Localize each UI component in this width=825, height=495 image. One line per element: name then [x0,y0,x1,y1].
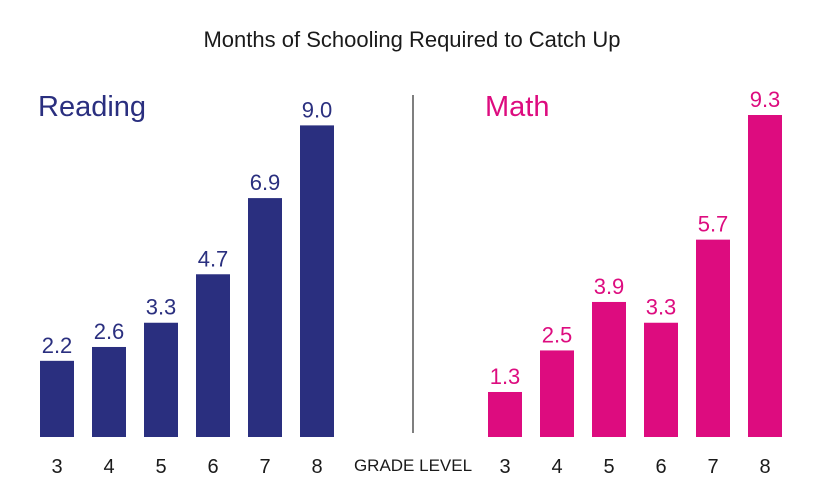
reading-bar-grade-3 [40,360,74,437]
reading-bar-grade-6 [196,274,230,437]
math-value-label-grade-5: 3.9 [594,274,625,299]
reading-value-label-grade-8: 9.0 [302,97,333,122]
reading-value-label-grade-3: 2.2 [42,333,73,358]
math-value-label-grade-4: 2.5 [542,322,573,347]
math-value-label-grade-7: 5.7 [698,212,729,237]
math-tick-label-grade-3: 3 [499,456,510,478]
reading-bar-grade-7 [248,198,282,437]
reading-value-label-grade-7: 6.9 [250,170,281,195]
math-tick-label-grade-5: 5 [603,456,614,478]
reading-bar-grade-4 [92,346,126,437]
reading-bar-grade-5 [144,322,178,437]
math-series-label: Math [485,91,549,123]
math-value-label-grade-6: 3.3 [646,295,677,320]
reading-tick-label-grade-8: 8 [311,456,322,478]
math-bar-grade-3 [488,391,522,437]
reading-bar-grade-8 [300,125,334,438]
reading-tick-labels-group: 3 4 5 6 7 8 [51,456,322,478]
math-tick-label-grade-6: 6 [655,456,666,478]
x-axis-title: GRADE LEVEL [354,456,472,475]
math-tick-labels-group: 3 4 5 6 7 8 [499,456,770,478]
math-panel: Math 1.3 2.5 3.9 3.3 5.7 9.3 3 4 5 6 7 8 [485,87,782,478]
math-value-label-grade-3: 1.3 [490,364,521,389]
reading-tick-label-grade-5: 5 [155,456,166,478]
reading-tick-label-grade-7: 7 [259,456,270,478]
reading-tick-label-grade-3: 3 [51,456,62,478]
reading-series-label: Reading [38,91,146,123]
reading-bars-group [40,125,334,438]
math-bars-group [488,115,782,437]
reading-tick-label-grade-4: 4 [103,456,114,478]
math-bar-grade-4 [540,350,574,437]
reading-value-labels-group: 2.2 2.6 3.3 4.7 6.9 9.0 [42,97,333,357]
math-bar-grade-5 [592,301,626,437]
reading-value-label-grade-4: 2.6 [94,319,125,344]
math-tick-label-grade-7: 7 [707,456,718,478]
reading-tick-label-grade-6: 6 [207,456,218,478]
reading-value-label-grade-6: 4.7 [198,246,229,271]
math-value-label-grade-8: 9.3 [750,87,781,112]
math-tick-label-grade-8: 8 [759,456,770,478]
math-bar-grade-6 [644,322,678,437]
math-bar-grade-7 [696,239,730,437]
math-value-labels-group: 1.3 2.5 3.9 3.3 5.7 9.3 [490,87,781,389]
math-bar-grade-8 [748,115,782,437]
chart-title: Months of Schooling Required to Catch Up [203,27,620,52]
reading-panel: Reading 2.2 2.6 3.3 4.7 6.9 9.0 3 4 5 6 7 8 [38,91,334,478]
math-tick-label-grade-4: 4 [551,456,562,478]
reading-value-label-grade-5: 3.3 [146,295,177,320]
